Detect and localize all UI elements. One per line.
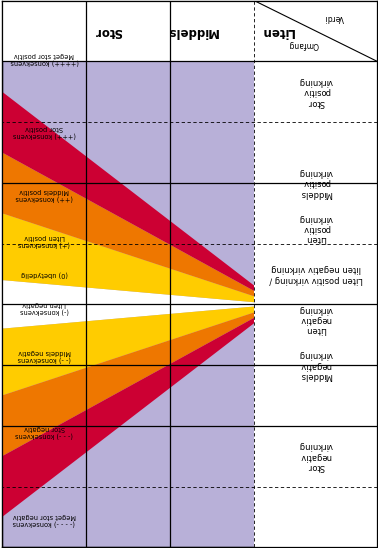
Text: Middels: Middels [167,25,218,38]
Polygon shape [2,318,254,517]
Text: Middels
negativ
virkning: Middels negativ virkning [299,350,333,380]
Text: Omfang: Omfang [288,40,319,49]
Polygon shape [2,304,254,329]
Polygon shape [2,312,254,456]
Polygon shape [2,306,254,396]
Bar [254,61,377,547]
Text: Liten
negativ
virkning: Liten negativ virkning [299,305,333,334]
Text: (0) ubetydelig: (0) ubetydelig [21,271,68,277]
Text: Liten positiv virkning /
liten negativ virkning: Liten positiv virkning / liten negativ v… [269,264,363,284]
Text: Verdi: Verdi [325,13,344,22]
Text: Liten: Liten [260,25,293,38]
Polygon shape [2,280,254,304]
Text: (-) konsekvens
Liten negativ: (-) konsekvens Liten negativ [20,301,69,314]
Text: (- - - -) konsekvens
Meget stor negativ: (- - - -) konsekvens Meget stor negativ [12,513,76,527]
Text: Stor
positiv
virkning: Stor positiv virkning [299,77,333,107]
Text: (++++) konsekvens
Meget stor positiv: (++++) konsekvens Meget stor positiv [10,52,79,65]
Text: Middels
positiv
virkning: Middels positiv virkning [299,168,333,198]
Text: (+) konsekvens
Liten positiv: (+) konsekvens Liten positiv [18,234,70,247]
Polygon shape [2,213,254,302]
Text: (- - -) konsekvens
Stor negativ: (- - -) konsekvens Stor negativ [15,425,73,438]
Text: (+++) konsekvens
Stor positiv: (+++) konsekvens Stor positiv [12,124,76,138]
Text: (++) konsekvens
Middels positiv: (++) konsekvens Middels positiv [15,189,73,202]
Text: Liten
positiv
virkning: Liten positiv virkning [299,214,333,243]
Bar [2,1,377,61]
Polygon shape [2,92,254,291]
Polygon shape [2,152,254,296]
Text: Stor
negativ
virkning: Stor negativ virkning [299,441,333,471]
Text: (- -) konsekvens
Middels negativ: (- -) konsekvens Middels negativ [17,349,71,363]
Bar [2,61,254,547]
Text: Stor: Stor [94,25,122,38]
